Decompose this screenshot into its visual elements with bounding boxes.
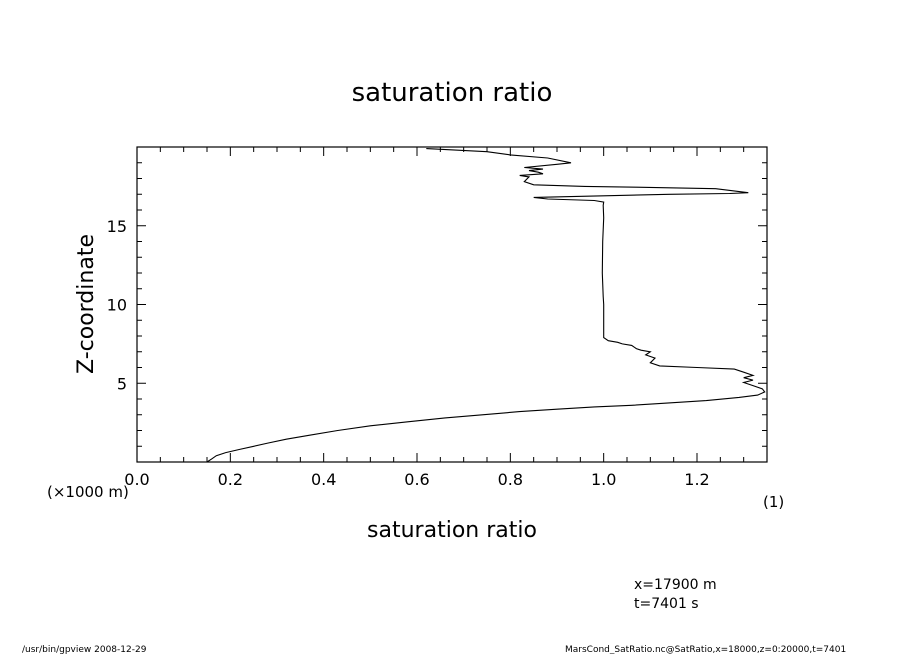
y-ticks xyxy=(137,146,767,463)
x-axis-label: saturation ratio xyxy=(367,518,537,543)
y-tick-labels: 5 10 15 xyxy=(107,217,127,394)
footer-right: MarsCond_SatRatio.nc@SatRatio,x=18000,z=… xyxy=(565,645,846,654)
x-tick-label: 1.0 xyxy=(591,470,616,489)
x-tick-label: 0.8 xyxy=(498,470,523,489)
y-axis-label: Z-coordinate xyxy=(74,234,99,374)
x-unit-label: (1) xyxy=(763,493,784,511)
x-tick-label: 0.6 xyxy=(404,470,429,489)
y-tick-label: 5 xyxy=(117,374,127,393)
x-ticks xyxy=(136,147,768,462)
chart-title: saturation ratio xyxy=(352,78,553,108)
x-tick-label: 0.4 xyxy=(311,470,336,489)
x-tick-label: 0.2 xyxy=(218,470,243,489)
y-unit-label: (×1000 m) xyxy=(47,483,129,501)
series-line xyxy=(206,148,766,463)
time-annotation: t=7401 s xyxy=(634,596,699,612)
position-annotation: x=17900 m xyxy=(634,577,717,593)
footer-left: /usr/bin/gpview 2008-12-29 xyxy=(22,645,147,654)
x-tick-label: 0.0 xyxy=(124,470,149,489)
y-tick-label: 10 xyxy=(107,296,127,315)
x-tick-label: 1.2 xyxy=(684,470,709,489)
y-tick-label: 15 xyxy=(107,217,127,236)
x-tick-labels: 0.0 0.2 0.4 0.6 0.8 1.0 1.2 xyxy=(124,470,709,489)
